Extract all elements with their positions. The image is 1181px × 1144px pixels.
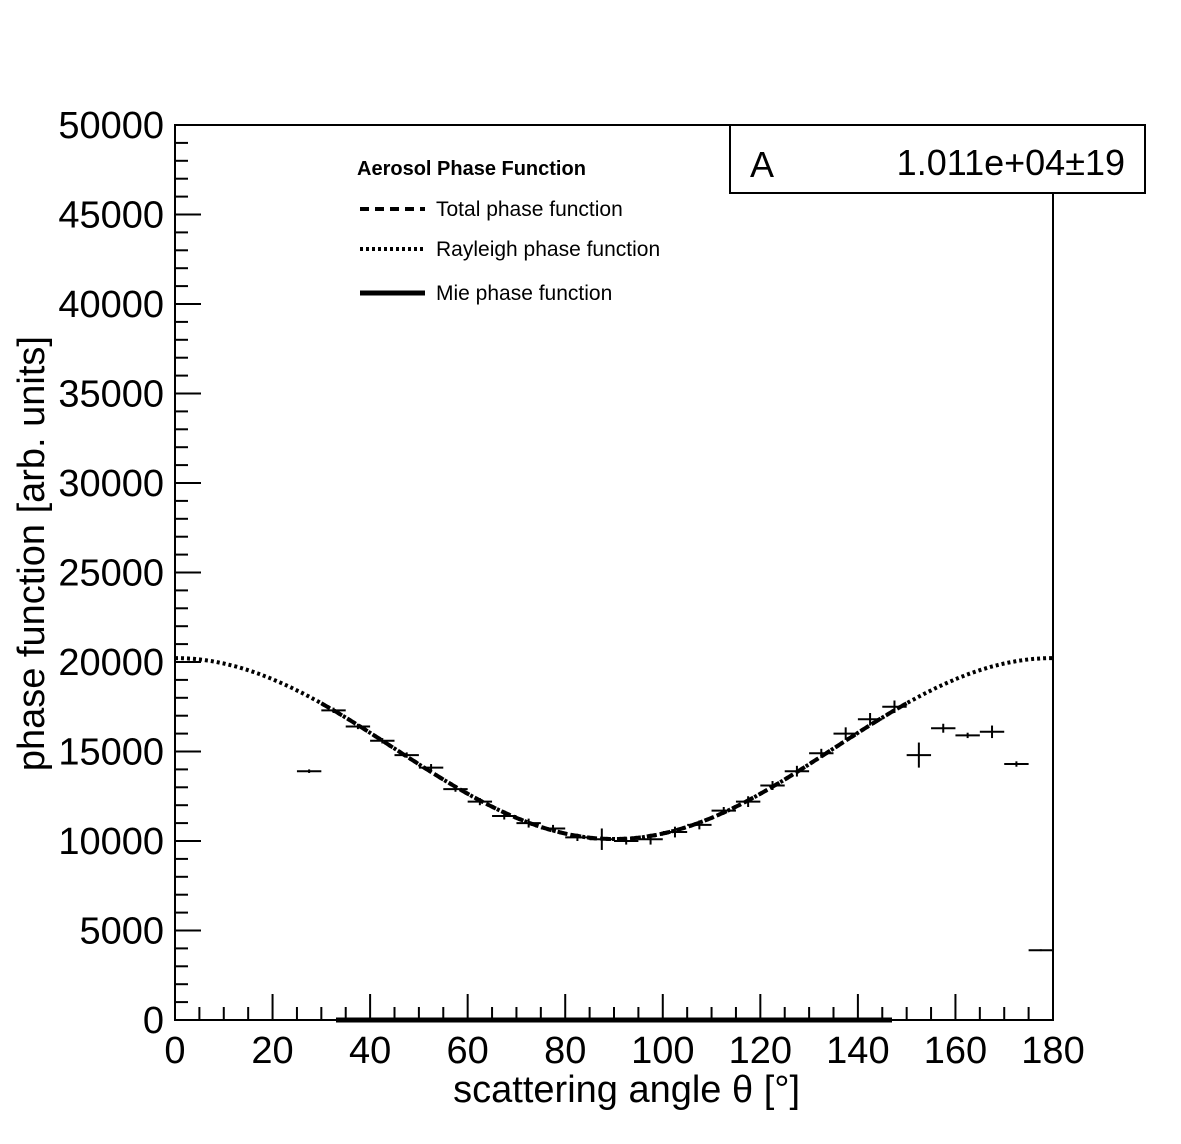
legend-label: Total phase function	[436, 198, 623, 221]
data-point	[370, 738, 395, 744]
legend-entry: Rayleigh phase function	[360, 238, 660, 261]
y-tick-label: 25000	[58, 553, 164, 595]
x-tick-label: 60	[447, 1030, 489, 1072]
y-tick-label: 10000	[58, 821, 164, 863]
data-point	[1028, 949, 1053, 952]
data-point	[492, 812, 517, 820]
data-point	[833, 727, 858, 740]
x-tick-label: 120	[729, 1030, 792, 1072]
data-point	[443, 786, 468, 792]
legend: Aerosol Phase Function Total phase funct…	[357, 158, 660, 305]
legend-label: Mie phase function	[436, 282, 612, 305]
y-tick-label: 40000	[58, 284, 164, 326]
legend-title: Aerosol Phase Function	[357, 158, 586, 180]
y-tick-label: 45000	[58, 195, 164, 237]
data-point	[931, 723, 956, 733]
data-point	[687, 820, 712, 830]
data-point	[662, 826, 688, 838]
data-point	[516, 818, 541, 828]
data-point	[955, 732, 980, 739]
data-point	[321, 707, 346, 714]
x-tick-label: 180	[1021, 1030, 1084, 1072]
x-tick-label: 160	[924, 1030, 987, 1072]
y-axis-title: phase function [arb. units]	[11, 336, 53, 771]
x-tick-labels: 0 20 40 60 80 100 120 140 160 180	[164, 1030, 1084, 1072]
data-point	[809, 748, 834, 758]
y-tick-label: 20000	[58, 642, 164, 684]
param-error: 19	[1085, 142, 1125, 183]
data-point	[906, 742, 932, 768]
data-point	[540, 824, 566, 833]
data-point	[711, 806, 736, 815]
data-point	[589, 828, 614, 850]
data-point	[418, 764, 444, 772]
data-point	[394, 752, 419, 758]
data-points	[296, 700, 1053, 952]
plus-minus-sign: ±	[1065, 142, 1085, 183]
data-point	[857, 713, 883, 726]
y-tick-label: 50000	[58, 105, 164, 147]
legend-entry: Mie phase function	[360, 282, 612, 305]
x-tick-label: 80	[544, 1030, 586, 1072]
x-tick-label: 140	[826, 1030, 889, 1072]
data-point	[345, 723, 371, 730]
x-axis-title: scattering angle θ [°]	[453, 1069, 800, 1111]
param-name: A	[750, 144, 774, 185]
data-point	[760, 781, 785, 790]
data-point	[735, 796, 761, 807]
param-value: 1.011e+04±19	[897, 142, 1125, 183]
data-point	[1004, 761, 1029, 767]
x-tick-label: 100	[631, 1030, 694, 1072]
legend-entry: Total phase function	[360, 198, 623, 221]
legend-label: Rayleigh phase function	[436, 238, 660, 261]
data-point	[296, 769, 322, 773]
axis-ticks	[174, 124, 1054, 1021]
y-tick-label: 15000	[58, 732, 164, 774]
data-point	[784, 765, 810, 777]
data-point	[467, 798, 493, 806]
param-value-number: 1.011e+04	[897, 142, 1066, 183]
x-tick-label: 40	[349, 1030, 391, 1072]
stats-box-frame	[729, 124, 1146, 194]
x-tick-label: 20	[251, 1030, 293, 1072]
data-point	[638, 833, 663, 845]
y-tick-label: 5000	[79, 911, 164, 953]
data-point	[979, 725, 1005, 739]
data-point	[614, 837, 639, 845]
fit-stats-box: A 1.011e+04±19	[729, 124, 1146, 194]
data-point	[565, 833, 590, 841]
x-tick-label: 0	[164, 1030, 185, 1072]
y-tick-label: 30000	[58, 463, 164, 505]
curve-dotted	[175, 656, 1053, 841]
y-tick-label: 0	[143, 1000, 164, 1042]
y-tick-label: 35000	[58, 374, 164, 416]
y-tick-labels: 0 5000 10000 15000 20000 25000 30000 35000 40000…	[58, 105, 164, 1042]
data-point	[882, 700, 907, 714]
curve-dashed	[320, 701, 908, 841]
